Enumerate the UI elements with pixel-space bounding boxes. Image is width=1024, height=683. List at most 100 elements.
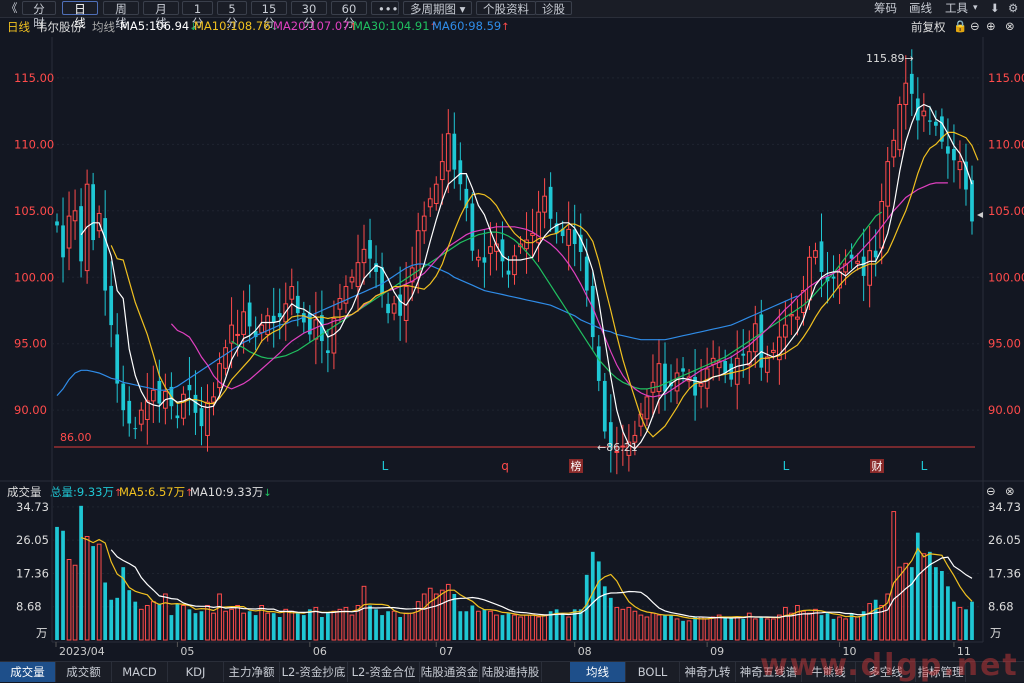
volume-close-icon[interactable]: ⊗	[1005, 484, 1015, 498]
volume-minus-icon[interactable]: ⊖	[986, 484, 996, 498]
candle-body	[103, 218, 108, 291]
event-marker: 榜	[571, 459, 582, 473]
period-tab[interactable]: 60分	[331, 1, 367, 30]
candle-body	[133, 428, 138, 430]
candle-body	[295, 295, 300, 314]
tools-button[interactable]: 工具	[945, 1, 968, 15]
event-marker: q	[501, 459, 509, 473]
volume-bar	[674, 618, 680, 641]
candle-body	[776, 336, 782, 361]
candle-body	[187, 384, 192, 391]
candle-body	[331, 317, 337, 354]
overlay-tab[interactable]: 牛熊线	[802, 662, 856, 682]
period-tab[interactable]: 周线	[103, 1, 139, 30]
volume-bar	[957, 606, 963, 641]
indicator-tab[interactable]: 成交额	[56, 662, 112, 682]
candle-body	[289, 286, 295, 300]
overlay-tab[interactable]: 均线	[570, 662, 626, 682]
ma5-value: MA5:106.94↓	[120, 19, 198, 33]
plus-icon[interactable]: ⊕	[986, 19, 996, 33]
indicator-tab[interactable]: L2-资金抄底	[280, 662, 348, 682]
price-tick-right: 110.00	[988, 137, 1024, 151]
candle-body	[764, 356, 770, 373]
top-toolbar: 《 多周期图 ▾ 个股资料 诊股 筹码 画线 工具 ▾ ⬇ ⚙ 分时 日线 周线 月线…	[0, 0, 1024, 30]
period-tab[interactable]: •••	[371, 1, 399, 16]
candle-body	[626, 441, 632, 456]
period-tab[interactable]: 5分	[217, 1, 247, 30]
volume-bar	[783, 606, 788, 641]
candle-body	[355, 262, 361, 288]
indicator-tab[interactable]: 陆股通资金	[420, 662, 480, 682]
multi-period-dropdown[interactable]: 多周期图 ▾	[403, 1, 473, 16]
price-tick-right: 90.00	[988, 403, 1021, 417]
volume-unit-right: 万	[990, 626, 1002, 640]
candle-body	[698, 383, 704, 387]
chips-button[interactable]: 筹码	[874, 1, 897, 15]
overlay-tab[interactable]: 神奇九转	[680, 662, 736, 682]
period-tab[interactable]: 日线	[62, 1, 98, 30]
lock-icon[interactable]: 🔒	[953, 19, 968, 33]
volume-bar	[295, 613, 300, 640]
indicator-tab[interactable]: 成交量	[0, 662, 56, 682]
overlay-tab[interactable]: 指标管理	[916, 662, 966, 682]
period-tab[interactable]: 1分	[182, 1, 213, 30]
volume-bar	[380, 615, 384, 640]
candle-body	[554, 223, 559, 234]
volume-bar	[223, 610, 228, 641]
period-tab[interactable]: 分时	[22, 1, 56, 30]
volume-bar	[934, 567, 938, 640]
candle-body	[632, 434, 638, 443]
minus-icon[interactable]: ⊖	[970, 19, 980, 33]
volume-bar	[415, 601, 421, 641]
candle-body	[970, 180, 974, 222]
kline-chart[interactable]: 115.00 115.00 110.00 110.00 105.00 105.00 100.…	[0, 0, 1024, 661]
overlay-tab[interactable]: BOLL	[626, 662, 680, 682]
indicator-tab[interactable]: 主力净额	[224, 662, 280, 682]
candle-body	[855, 260, 860, 264]
volume-bar	[199, 611, 204, 640]
volume-ma10-line	[110, 549, 973, 619]
volume-bar	[482, 609, 487, 640]
volume-bar	[560, 613, 565, 640]
candle-body	[656, 363, 662, 393]
candle-body	[271, 315, 276, 323]
candle-body	[801, 290, 806, 313]
candle-body	[770, 349, 776, 353]
date-label: 2023/04	[59, 645, 105, 658]
period-tab[interactable]: 30分	[291, 1, 327, 30]
volume-bar	[138, 608, 144, 641]
volume-bar	[897, 566, 903, 641]
overlay-tab[interactable]: 神奇五线谱	[736, 662, 802, 682]
candle-body	[957, 161, 963, 171]
minimize-icon[interactable]: ⬇	[990, 1, 1000, 15]
back-icon[interactable]: 《	[6, 1, 18, 15]
ma10-value: MA10:108.76↓	[194, 19, 279, 33]
settings-icon[interactable]: ⚙	[1008, 1, 1019, 15]
volume-bar	[277, 617, 282, 640]
period-tab[interactable]: 15分	[251, 1, 287, 30]
period-tab[interactable]: 月线	[143, 1, 179, 30]
volume-bar	[849, 613, 854, 640]
candle-body	[560, 228, 565, 237]
ma-label[interactable]: 均线	[92, 20, 115, 34]
candle-body	[476, 256, 481, 261]
indicator-tab[interactable]: 陆股通持股	[480, 662, 542, 682]
draw-line-button[interactable]: 画线	[909, 1, 932, 15]
volume-bar	[946, 586, 950, 640]
candle-body	[795, 316, 800, 320]
volume-bar	[265, 612, 271, 641]
restore-mode[interactable]: 前复权	[911, 20, 946, 34]
indicator-tab[interactable]: KDJ	[168, 662, 224, 682]
tools-dropdown-icon[interactable]: ▾	[973, 3, 978, 13]
candle-body	[193, 394, 198, 413]
volume-bar	[181, 605, 186, 641]
volume-bar	[656, 614, 662, 641]
indicator-tab[interactable]: L2-资金合位	[348, 662, 420, 682]
indicator-tab[interactable]: MACD	[112, 662, 168, 682]
candle-body	[891, 139, 897, 158]
overlay-tab[interactable]: 多空线	[856, 662, 916, 682]
volume-bar	[235, 605, 240, 641]
diagnose-button[interactable]: 诊股	[535, 1, 572, 16]
close-icon[interactable]: ⊗	[1005, 19, 1015, 33]
candle-body	[746, 351, 752, 366]
